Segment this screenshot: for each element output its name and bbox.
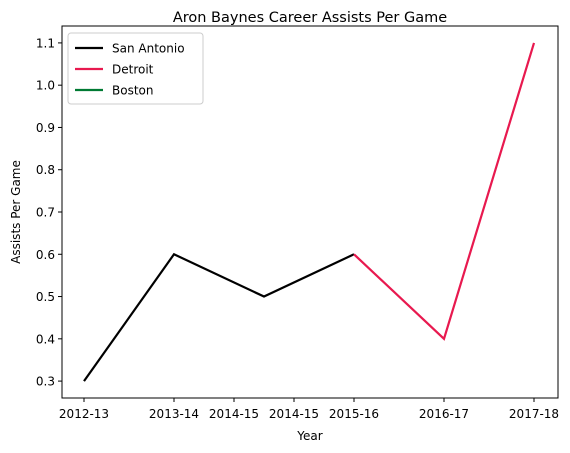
x-axis: 2012-13 2013-14 2014-15 2014-15 2015-16 2016-…	[59, 398, 559, 421]
y-tick-label: 0.8	[36, 163, 55, 177]
y-tick-label: 0.6	[36, 248, 55, 262]
x-tick-label: 2014-15	[269, 407, 319, 421]
legend-label: Boston	[112, 84, 153, 98]
y-tick-label: 0.7	[36, 206, 55, 220]
x-tick-label: 2015-16	[329, 407, 379, 421]
y-tick-label: 0.9	[36, 121, 55, 135]
legend-box	[67, 32, 204, 105]
y-axis-label: Assists Per Game	[9, 160, 23, 264]
y-axis: 0.3 0.4 0.5 0.6 0.7 0.8 0.9 1.0 1.1	[36, 36, 62, 389]
legend-label: Detroit	[112, 63, 154, 77]
x-tick-label: 2016-17	[419, 407, 469, 421]
y-tick-label: 0.5	[36, 290, 55, 304]
x-tick-label: 2014-15	[209, 407, 259, 421]
x-axis-label: Year	[296, 429, 322, 443]
series-line-detroit	[353, 42, 536, 341]
x-tick-label: 2013-14	[149, 407, 199, 421]
series-lines	[83, 42, 536, 382]
x-tick-label: 2017-18	[509, 407, 559, 421]
y-tick-label: 0.3	[36, 375, 55, 389]
series-line-san-antonio	[83, 252, 355, 382]
legend-label: San Antonio	[112, 42, 185, 56]
y-tick-label: 1.0	[36, 79, 55, 93]
y-tick-label: 0.4	[36, 332, 55, 346]
legend: San Antonio Detroit Boston	[67, 32, 204, 105]
x-tick-label: 2012-13	[59, 407, 109, 421]
y-tick-label: 1.1	[36, 36, 55, 50]
chart-title: Aron Baynes Career Assists Per Game	[173, 10, 447, 26]
